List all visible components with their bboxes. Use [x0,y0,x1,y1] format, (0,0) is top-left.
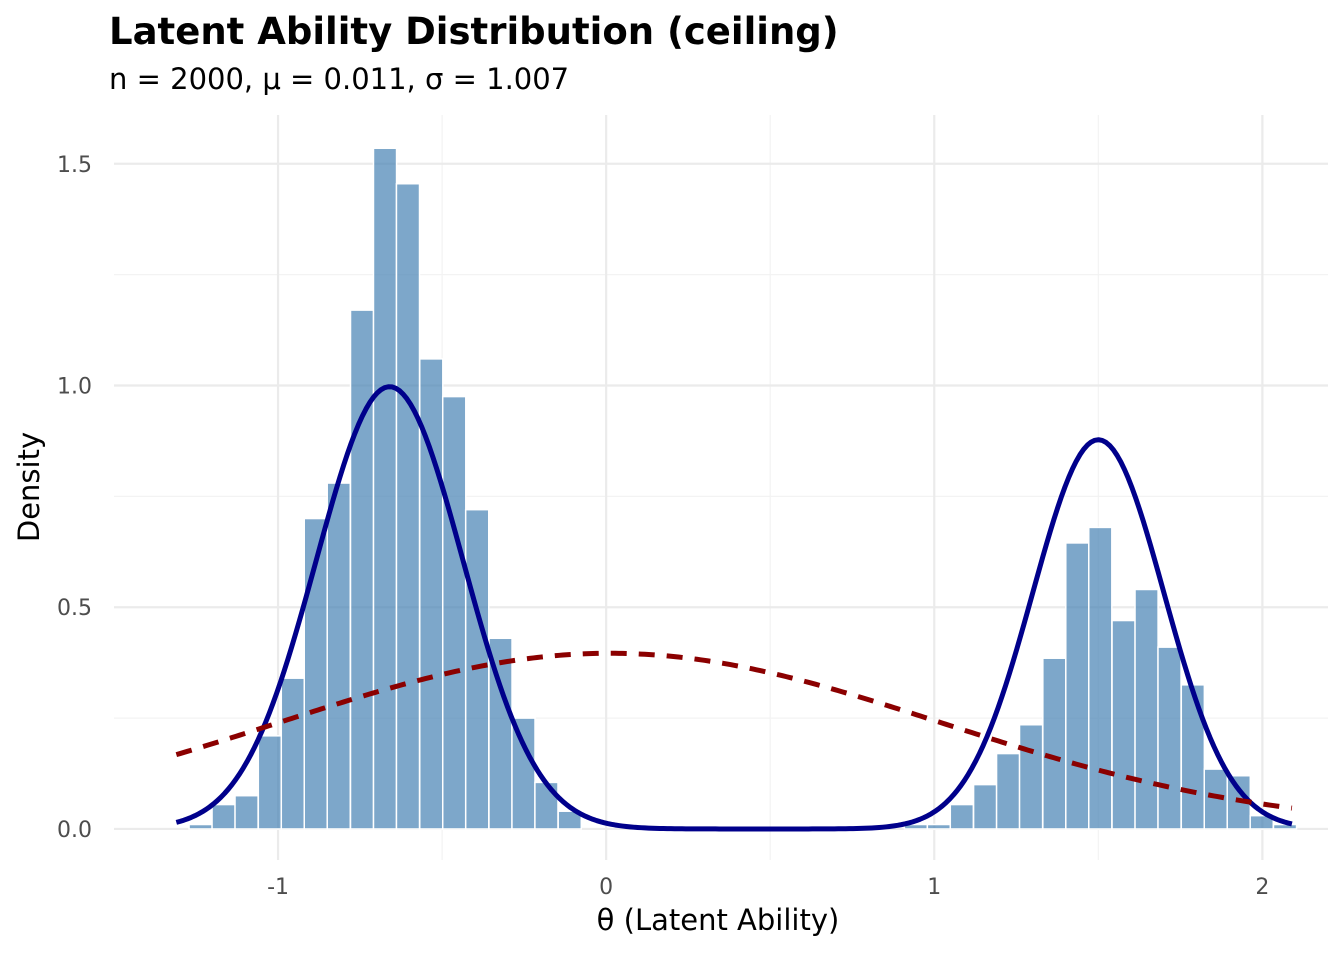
y-axis-title: Density [12,432,46,542]
histogram-bar [280,677,306,830]
chart-subtitle: n = 2000, μ = 0.011, σ = 1.007 [109,62,570,96]
y-tick-label: 1.0 [57,375,92,400]
histogram-bar [1134,588,1159,830]
histogram-bar [211,803,236,830]
histogram-bar [1111,619,1136,830]
x-tick-label: -1 [267,875,289,900]
histogram-bar [511,717,536,830]
y-tick-label: 1.5 [57,153,92,178]
x-tick-label: 1 [927,875,941,900]
histogram-bar [995,752,1021,830]
histogram-bar [1018,723,1044,830]
y-tick-label: 0.0 [57,818,92,843]
histogram-bar [1088,526,1113,830]
histogram-bar [372,147,398,830]
y-tick-label: 0.5 [57,596,92,621]
density-curve [175,384,1293,832]
normal-reference-curve [175,650,1293,811]
histogram-bar [1180,684,1206,830]
histogram-bar [1042,657,1067,830]
histogram-bar [1065,542,1090,830]
histogram-bar [949,803,975,830]
histogram-bar [1203,768,1229,830]
histogram-bar [349,309,375,830]
histogram-bar [557,810,583,830]
histogram-bar [441,395,467,830]
histogram-bar [234,794,259,830]
histogram-bar [1272,823,1298,830]
histogram-bar [1249,814,1275,830]
histogram-bar [926,823,952,830]
chart-title: Latent Ability Distribution (ceiling) [109,10,839,53]
histogram-bar [395,182,421,830]
x-axis-title: θ (Latent Ability) [597,903,840,937]
histogram-bar [972,783,998,830]
axis-ticks: -1 0 1 2 0.0 0.5 1.0 1.5 [57,153,1269,900]
histogram-bar [534,781,559,830]
histogram-bars [188,147,1298,830]
histogram-bar [326,482,352,830]
x-tick-label: 2 [1255,875,1269,900]
histogram-bar [188,823,213,830]
curve-lines [175,384,1293,832]
x-tick-label: 0 [599,875,613,900]
histogram-bar [257,735,283,830]
histogram-bar [1157,646,1182,830]
